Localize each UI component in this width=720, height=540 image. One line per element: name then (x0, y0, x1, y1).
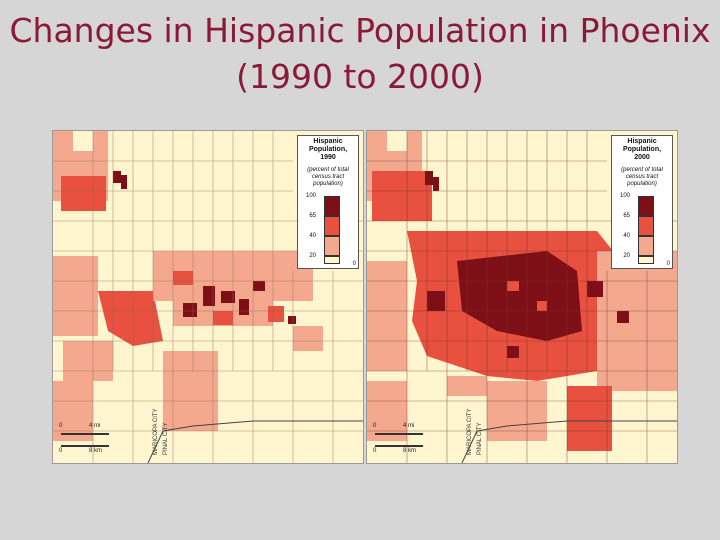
legend-1990: Hispanic Population, 1990 (percent of to… (297, 135, 359, 269)
county-label: PINAL CITY (477, 422, 483, 455)
legend-row-high: 100 (616, 193, 668, 216)
scale-mi: 4 mi (89, 423, 101, 429)
map-2000: Hispanic Population, 2000 (percent of to… (366, 130, 678, 464)
legend-row-mid: 40 (302, 233, 354, 256)
legend-swatch-mid (638, 236, 654, 256)
scale-line-km (61, 445, 109, 447)
choropleth-map-2000 (367, 131, 677, 463)
legend-row-low: 20 (616, 253, 668, 264)
legend-year: 1990 (320, 154, 336, 161)
legend-swatch-high (324, 196, 340, 216)
legend-tick: 40 (309, 233, 316, 239)
scale-zero-km: 0 (373, 448, 377, 454)
map-1990: Hispanic Population, 1990 (percent of to… (52, 130, 364, 464)
legend-2000: Hispanic Population, 2000 (percent of to… (611, 135, 673, 269)
legend-swatch-mid (324, 236, 340, 256)
legend-row-low: 20 (302, 253, 354, 264)
legend-title: Hispanic Population, (308, 138, 348, 153)
county-label: PINAL CITY (163, 422, 169, 455)
legend-swatch-midhigh (638, 216, 654, 236)
legend-tick: 100 (305, 193, 316, 199)
scale-km: 8 km (89, 448, 103, 454)
legend-tick: 65 (309, 213, 316, 219)
slide-title: Changes in Hispanic Population in Phoeni… (9, 11, 711, 96)
scale-line-mi (375, 433, 423, 435)
legend-subtitle: (percent of total census tract populatio… (307, 167, 349, 187)
legend-tick: 65 (623, 213, 630, 219)
county-labels: MARICOPA CITY PINAL CITY (153, 403, 173, 459)
legend-title: Hispanic Population, (622, 138, 662, 153)
legend-tick: 20 (309, 253, 316, 259)
scale-zero: 0 (59, 423, 63, 429)
legend-year: 2000 (634, 154, 650, 161)
scale-bar: 0 4 mi 0 8 km (373, 423, 433, 457)
legend-swatch-midhigh (324, 216, 340, 236)
county-label: MARICOPA CITY (467, 408, 473, 455)
legend-row-mid: 40 (616, 233, 668, 256)
legend-row-high: 100 (302, 193, 354, 216)
legend-row-midhigh: 65 (302, 213, 354, 236)
legend-tick: 100 (619, 193, 630, 199)
legend-tick: 20 (623, 253, 630, 259)
scale-zero: 0 (373, 423, 377, 429)
scale-bar: 0 4 mi 0 8 km (59, 423, 119, 457)
legend-tick: 40 (623, 233, 630, 239)
scale-km: 8 km (403, 448, 417, 454)
legend-swatch-low (324, 256, 340, 264)
scale-line-km (375, 445, 423, 447)
legend-tick-zero: 0 (352, 261, 356, 267)
legend-row-midhigh: 65 (616, 213, 668, 236)
county-label: MARICOPA CITY (153, 408, 159, 455)
legend-swatch-low (638, 256, 654, 264)
scale-line-mi (61, 433, 109, 435)
scale-zero-km: 0 (59, 448, 63, 454)
legend-subtitle: (percent of total census tract populatio… (621, 167, 663, 187)
scale-mi: 4 mi (403, 423, 415, 429)
legend-tick-zero: 0 (666, 261, 670, 267)
legend-swatch-high (638, 196, 654, 216)
county-labels: MARICOPA CITY PINAL CITY (467, 403, 487, 459)
